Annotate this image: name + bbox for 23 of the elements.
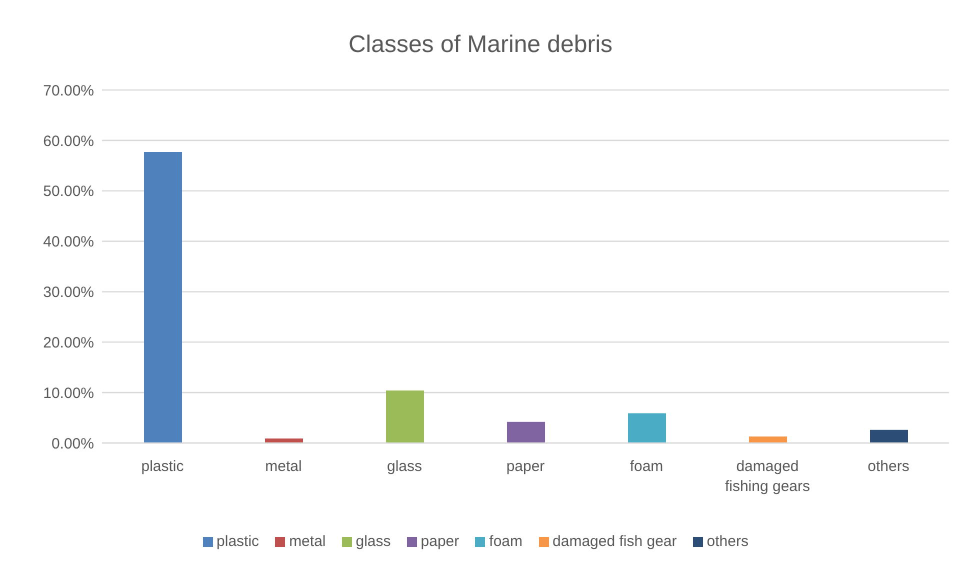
y-tick-label: 70.00%	[43, 82, 94, 100]
x-tick-label: foam	[630, 458, 664, 475]
x-tick-label: plastic	[141, 458, 184, 475]
x-tick-label: metal	[265, 458, 302, 475]
legend-label: foam	[489, 533, 523, 550]
y-tick-label: 0.00%	[51, 435, 94, 452]
legend-label: plastic	[216, 533, 260, 550]
legend-label: glass	[356, 533, 391, 550]
chart-title: Classes of Marine debris	[348, 31, 613, 58]
y-tick-label: 50.00%	[43, 183, 94, 200]
x-tick-label: damaged fishing gears	[724, 458, 810, 495]
y-tick-label: 10.00%	[43, 384, 94, 402]
x-tick-label: glass	[386, 458, 422, 475]
legend-label: metal	[289, 533, 326, 550]
legend-label: damaged fish gear	[552, 533, 677, 550]
legend-label: others	[706, 533, 748, 550]
legend-label: paper	[420, 533, 460, 550]
y-tick-label: 60.00%	[43, 132, 94, 150]
y-tick-label: 40.00%	[43, 234, 94, 251]
x-tick-label: paper	[506, 458, 545, 475]
x-tick-label: others	[868, 458, 910, 475]
y-tick-label: 30.00%	[43, 284, 94, 302]
y-tick-label: 20.00%	[43, 334, 94, 352]
